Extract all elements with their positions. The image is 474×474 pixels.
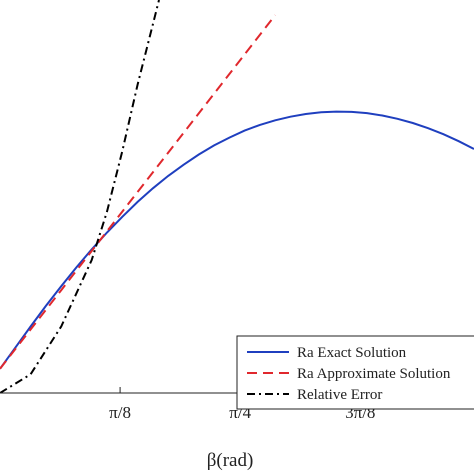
x-tick-label-1: π/8 bbox=[109, 403, 131, 422]
legend-box bbox=[236, 335, 474, 410]
series-layer bbox=[0, 0, 474, 393]
legend-label-2: Ra Approximate Solution bbox=[297, 366, 451, 382]
series-line-1 bbox=[0, 110, 474, 370]
legend-label-1: Ra Exact Solution bbox=[297, 345, 407, 361]
series-line-2 bbox=[0, 14, 276, 370]
x-axis-label: β(rad) bbox=[207, 450, 254, 471]
series-line-3 bbox=[0, 0, 160, 393]
legend: Ra Exact Solution Ra Approximate Solution… bbox=[236, 335, 474, 410]
legend-label-3: Relative Error bbox=[297, 387, 382, 403]
